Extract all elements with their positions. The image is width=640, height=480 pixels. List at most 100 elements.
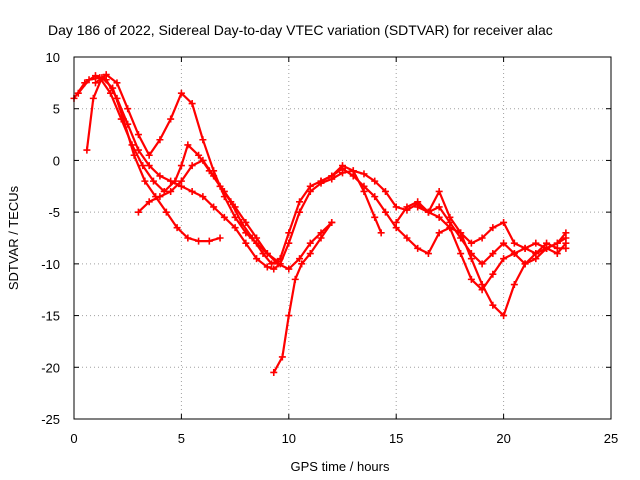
series-line bbox=[94, 73, 280, 263]
data-point bbox=[478, 286, 486, 294]
data-point bbox=[195, 237, 203, 245]
data-point bbox=[349, 167, 357, 175]
data-point bbox=[253, 255, 261, 263]
data-point bbox=[253, 234, 261, 242]
data-point bbox=[424, 250, 432, 258]
data-point bbox=[510, 239, 518, 247]
data-point bbox=[489, 250, 497, 258]
y-tick-label: -10 bbox=[41, 257, 60, 272]
data-point bbox=[467, 239, 475, 247]
data-point bbox=[371, 213, 379, 221]
data-point bbox=[543, 244, 551, 252]
data-point bbox=[216, 234, 224, 242]
data-point bbox=[317, 234, 325, 242]
data-point bbox=[139, 162, 147, 170]
data-point bbox=[296, 255, 304, 263]
data-point bbox=[500, 255, 508, 263]
data-point bbox=[424, 208, 432, 216]
data-point bbox=[532, 255, 540, 263]
x-tick-label: 20 bbox=[496, 431, 510, 446]
data-point bbox=[102, 71, 110, 79]
data-point bbox=[392, 203, 400, 211]
y-tick-label: 0 bbox=[53, 153, 60, 168]
data-point bbox=[285, 312, 293, 320]
data-point bbox=[195, 151, 203, 159]
data-point bbox=[184, 234, 192, 242]
x-tick-label: 5 bbox=[178, 431, 185, 446]
data-point bbox=[210, 172, 218, 180]
data-point bbox=[553, 250, 561, 258]
data-point bbox=[285, 265, 293, 273]
data-point bbox=[371, 177, 379, 185]
data-point bbox=[500, 218, 508, 226]
data-point bbox=[130, 151, 138, 159]
data-point bbox=[220, 213, 228, 221]
data-point bbox=[156, 136, 164, 144]
data-point bbox=[457, 229, 465, 237]
data-point bbox=[199, 136, 207, 144]
data-point bbox=[381, 208, 389, 216]
data-point bbox=[298, 260, 306, 268]
series-line bbox=[77, 76, 568, 317]
data-point bbox=[242, 218, 250, 226]
x-axis-label: GPS time / hours bbox=[291, 459, 390, 474]
data-point bbox=[435, 203, 443, 211]
y-tick-label: -5 bbox=[48, 205, 60, 220]
data-point bbox=[231, 224, 239, 232]
data-point bbox=[83, 146, 91, 154]
data-point bbox=[173, 224, 181, 232]
data-point bbox=[156, 193, 164, 201]
data-point bbox=[167, 187, 175, 195]
series-track-7 bbox=[317, 162, 385, 237]
data-point bbox=[360, 170, 368, 178]
data-point bbox=[167, 115, 175, 123]
axis-ticks: 0 5 10 15 20 25 10 5 0 -5 -10 -15 -20 -25 bbox=[41, 50, 618, 446]
series-line bbox=[272, 221, 333, 374]
data-point bbox=[220, 187, 228, 195]
series-track-3 bbox=[83, 74, 224, 245]
data-point bbox=[489, 224, 497, 232]
y-tick-label: 10 bbox=[46, 50, 60, 65]
data-point bbox=[489, 301, 497, 309]
data-point bbox=[274, 260, 282, 268]
data-point bbox=[242, 229, 250, 237]
data-point bbox=[306, 250, 314, 258]
plot-frame bbox=[73, 56, 612, 420]
data-point bbox=[532, 239, 540, 247]
data-point bbox=[162, 208, 170, 216]
data-point bbox=[435, 213, 443, 221]
data-point bbox=[268, 260, 276, 268]
data-point bbox=[478, 234, 486, 242]
data-point bbox=[403, 234, 411, 242]
data-point bbox=[242, 239, 250, 247]
data-point bbox=[145, 162, 153, 170]
data-point bbox=[149, 177, 157, 185]
data-point bbox=[435, 229, 443, 237]
x-tick-label: 25 bbox=[604, 431, 618, 446]
data-point bbox=[500, 312, 508, 320]
data-point bbox=[360, 187, 368, 195]
data-point bbox=[467, 275, 475, 283]
data-point bbox=[328, 218, 336, 226]
data-point bbox=[278, 353, 286, 361]
data-point bbox=[263, 250, 271, 258]
y-tick-label: -20 bbox=[41, 360, 60, 375]
data-point bbox=[285, 229, 293, 237]
data-point bbox=[306, 182, 314, 190]
series-track-9 bbox=[414, 203, 570, 294]
data-point bbox=[510, 250, 518, 258]
data-point bbox=[435, 187, 443, 195]
data-point bbox=[371, 193, 379, 201]
data-layer bbox=[70, 71, 570, 376]
y-tick-label: -15 bbox=[41, 309, 60, 324]
data-point bbox=[510, 281, 518, 289]
data-point bbox=[89, 94, 97, 102]
data-point bbox=[339, 162, 346, 170]
data-point bbox=[188, 100, 196, 108]
data-point bbox=[446, 224, 454, 232]
data-point bbox=[489, 270, 497, 278]
series-track-2 bbox=[74, 74, 570, 320]
data-point bbox=[500, 239, 508, 247]
data-point bbox=[381, 187, 389, 195]
data-point bbox=[134, 146, 142, 154]
